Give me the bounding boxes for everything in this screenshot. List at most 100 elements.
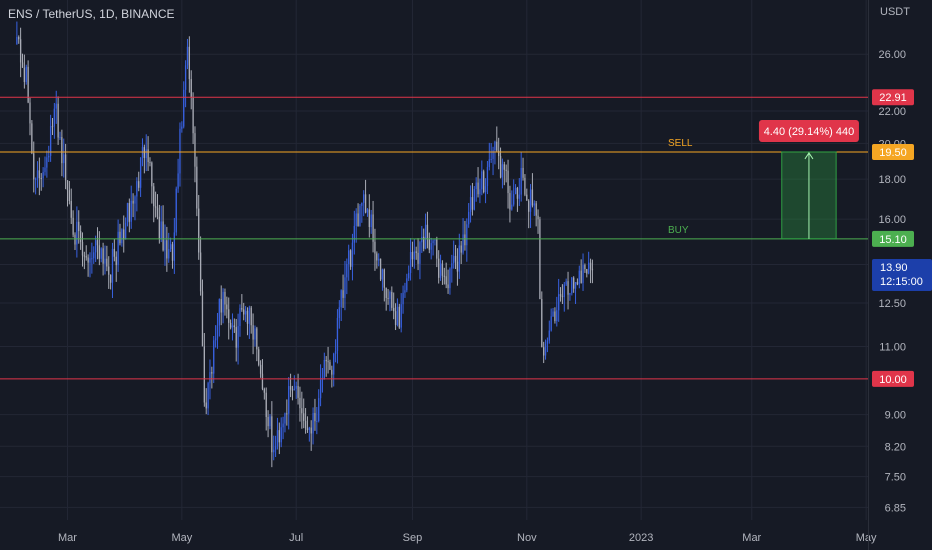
candle-body	[423, 236, 425, 249]
candle-body	[400, 304, 402, 328]
candle-body	[503, 164, 505, 170]
candle-body	[483, 171, 485, 193]
candle-body	[109, 274, 112, 283]
candle-body	[550, 316, 552, 331]
candle-body	[468, 211, 470, 225]
level-annotation-sell: SELL	[668, 138, 693, 149]
candle-body	[23, 67, 26, 82]
level-label-bg-19.50	[872, 143, 914, 160]
candle-body	[471, 197, 474, 210]
candle-body	[81, 241, 84, 256]
candle-body	[205, 402, 207, 409]
candle-body	[201, 291, 204, 347]
candle-body	[179, 128, 181, 174]
x-tick-label: Mar	[742, 532, 761, 544]
candle-body	[38, 170, 41, 178]
candle-body	[19, 39, 22, 63]
candle-body	[169, 244, 172, 250]
candle-body	[181, 126, 183, 129]
level-label-bg-15.10	[872, 230, 914, 247]
candle-body	[432, 240, 434, 244]
candle-body	[417, 252, 419, 264]
candle-body	[25, 66, 27, 82]
candle-body	[121, 229, 123, 244]
candle-body	[156, 207, 159, 217]
candle-body	[591, 268, 594, 271]
candle-body	[280, 427, 282, 443]
candle-body	[374, 241, 376, 254]
candle-body	[261, 373, 264, 389]
x-tick-label: May	[171, 532, 192, 544]
y-tick-label: 11.00	[879, 341, 906, 353]
candle-body	[571, 277, 573, 294]
candle-body	[186, 46, 189, 66]
candle-body	[248, 307, 250, 324]
candle-body	[218, 299, 220, 326]
candle-body	[70, 201, 72, 218]
candle-body	[194, 133, 196, 167]
y-tick-label: 26.00	[878, 49, 906, 61]
candle-body	[533, 203, 535, 206]
candle-body	[111, 248, 114, 283]
candle-body	[552, 311, 554, 317]
candle-body	[171, 244, 174, 261]
candle-body	[376, 253, 378, 261]
candle-body	[207, 383, 209, 409]
candle-body	[258, 349, 260, 365]
candle-body	[520, 167, 522, 195]
candle-body	[220, 299, 222, 313]
y-tick-label: 18.00	[878, 174, 906, 186]
candle-body	[183, 89, 185, 127]
candle-body	[507, 170, 509, 194]
candle-body	[198, 208, 200, 253]
candle-body	[490, 159, 492, 161]
candle-body	[436, 239, 438, 259]
level-label-bg-22.91	[872, 89, 914, 106]
candle-body	[314, 412, 316, 422]
candle-body	[136, 181, 138, 197]
candle-body	[98, 245, 101, 259]
candle-body	[312, 412, 314, 434]
candle-body	[160, 221, 162, 239]
candle-body	[297, 386, 299, 398]
candle-body	[104, 258, 106, 264]
candle-body	[319, 380, 322, 399]
candle-body	[458, 245, 460, 272]
candle-body	[72, 217, 74, 235]
candle-body	[267, 416, 269, 427]
candle-body	[544, 343, 547, 356]
candle-body	[357, 213, 359, 227]
candle-body	[213, 340, 215, 374]
candle-body	[318, 398, 320, 421]
candle-body	[509, 193, 511, 210]
candle-body	[537, 215, 539, 220]
candle-body	[286, 413, 288, 415]
level-label-10.00: 10.00	[879, 374, 907, 386]
candle-body	[539, 219, 541, 300]
candle-body	[216, 325, 219, 339]
candle-body	[269, 416, 271, 427]
candle-body	[291, 389, 294, 391]
candle-body	[346, 264, 348, 278]
candle-body	[344, 277, 346, 298]
candle-body	[199, 252, 202, 292]
candle-body	[49, 126, 52, 156]
y-tick-label: 7.50	[885, 472, 906, 484]
candle-body	[389, 291, 391, 299]
candle-body	[222, 291, 224, 313]
candle-body	[16, 37, 18, 45]
candle-body	[426, 224, 429, 239]
candle-body	[117, 231, 119, 266]
candle-body	[224, 291, 226, 305]
level-label-15.10: 15.10	[879, 234, 907, 246]
candle-body	[558, 294, 560, 311]
candle-body	[282, 423, 284, 428]
candle-body	[113, 248, 116, 257]
candle-body	[394, 311, 397, 325]
candle-body	[241, 308, 243, 310]
candle-body	[494, 141, 496, 151]
candle-body	[479, 189, 481, 195]
candle-body	[289, 386, 292, 390]
